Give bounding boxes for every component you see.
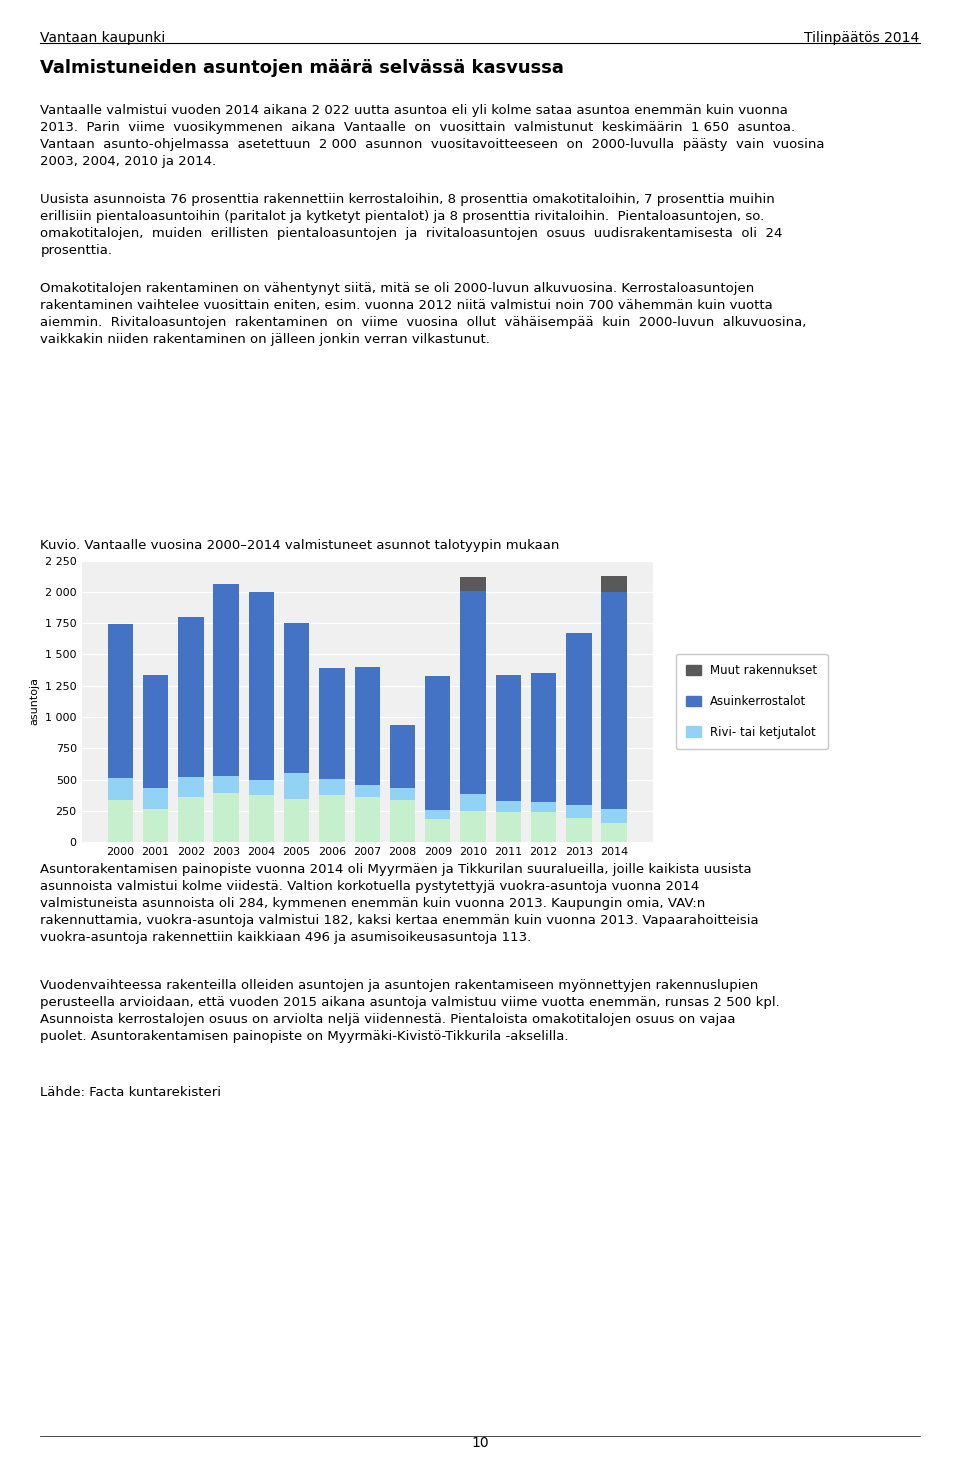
Bar xyxy=(108,779,133,799)
Bar xyxy=(566,819,591,842)
Bar xyxy=(390,725,415,789)
Bar xyxy=(566,805,591,819)
Bar xyxy=(531,811,556,842)
Bar xyxy=(213,776,239,793)
Bar xyxy=(108,624,133,779)
Bar xyxy=(461,592,486,793)
Bar xyxy=(213,584,239,776)
Bar xyxy=(354,667,380,785)
Bar xyxy=(461,577,486,592)
Text: Valmistuneiden asuntojen määrä selvässä kasvussa: Valmistuneiden asuntojen määrä selvässä … xyxy=(40,59,564,77)
Text: Lähde: Facta kuntarekisteri: Lähde: Facta kuntarekisteri xyxy=(40,1086,222,1099)
Bar xyxy=(179,796,204,842)
Bar xyxy=(390,789,415,801)
Bar xyxy=(461,793,486,811)
Bar xyxy=(179,777,204,796)
Bar xyxy=(531,802,556,811)
Bar xyxy=(179,617,204,777)
Bar xyxy=(495,811,521,842)
Bar xyxy=(601,592,627,808)
Bar xyxy=(143,789,168,810)
Bar xyxy=(108,799,133,842)
Bar xyxy=(249,780,274,795)
Bar xyxy=(249,592,274,780)
Bar xyxy=(425,819,450,842)
Bar xyxy=(495,801,521,811)
Text: Tilinpäätös 2014: Tilinpäätös 2014 xyxy=(804,31,920,44)
Bar xyxy=(354,785,380,798)
Bar xyxy=(143,675,168,789)
Bar xyxy=(284,623,309,774)
Text: Vuodenvaihteessa rakenteilla olleiden asuntojen ja asuntojen rakentamiseen myönn: Vuodenvaihteessa rakenteilla olleiden as… xyxy=(40,979,780,1043)
Text: Omakotitalojen rakentaminen on vähentynyt siitä, mitä se oli 2000-luvun alkuvuos: Omakotitalojen rakentaminen on vähentyny… xyxy=(40,282,806,346)
Bar xyxy=(531,673,556,802)
Text: Uusista asunnoista 76 prosenttia rakennettiin kerrostaloihin, 8 prosenttia omako: Uusista asunnoista 76 prosenttia rakenne… xyxy=(40,193,782,257)
Bar xyxy=(213,793,239,842)
Bar xyxy=(143,810,168,842)
Y-axis label: asuntoja: asuntoja xyxy=(30,678,39,725)
Bar xyxy=(249,795,274,842)
Text: Vantaalle valmistui vuoden 2014 aikana 2 022 uutta asuntoa eli yli kolme sataa a: Vantaalle valmistui vuoden 2014 aikana 2… xyxy=(40,104,825,168)
Bar xyxy=(601,575,627,592)
Bar xyxy=(390,801,415,842)
Bar xyxy=(320,667,345,779)
Bar xyxy=(566,633,591,805)
Bar xyxy=(461,811,486,842)
Text: Asuntorakentamisen painopiste vuonna 2014 oli Myyrmäen ja Tikkurilan suuralueill: Asuntorakentamisen painopiste vuonna 201… xyxy=(40,863,759,945)
Bar xyxy=(601,808,627,823)
Bar xyxy=(601,823,627,842)
Bar xyxy=(284,774,309,799)
Legend: Muut rakennukset, Asuinkerrostalot, Rivi- tai ketjutalot: Muut rakennukset, Asuinkerrostalot, Rivi… xyxy=(676,654,828,749)
Bar xyxy=(284,799,309,842)
Bar xyxy=(320,779,345,795)
Bar xyxy=(320,795,345,842)
Bar xyxy=(425,810,450,819)
Bar xyxy=(495,675,521,801)
Bar xyxy=(425,676,450,810)
Text: Vantaan kaupunki: Vantaan kaupunki xyxy=(40,31,165,44)
Bar xyxy=(354,798,380,842)
Text: Kuvio. Vantaalle vuosina 2000–2014 valmistuneet asunnot talotyypin mukaan: Kuvio. Vantaalle vuosina 2000–2014 valmi… xyxy=(40,538,560,552)
Text: 10: 10 xyxy=(471,1437,489,1450)
